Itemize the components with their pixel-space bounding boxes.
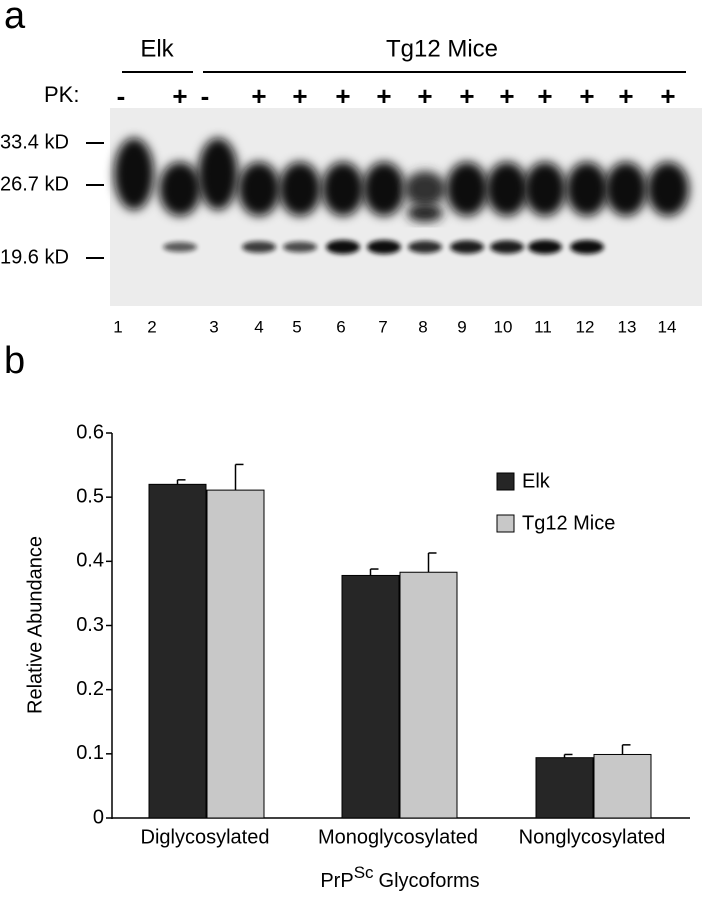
blot-image	[110, 108, 702, 306]
band	[490, 240, 524, 254]
bar	[206, 489, 265, 819]
pk-sign: +	[292, 81, 307, 111]
band	[163, 242, 197, 252]
lane-number: 11	[534, 317, 552, 336]
group-label: Elk	[140, 35, 174, 62]
x-tick-label: Monoglycosylated	[318, 826, 478, 848]
pk-sign: +	[417, 81, 432, 111]
legend-swatch	[496, 514, 515, 533]
band	[450, 240, 484, 254]
lane-number: 4	[254, 317, 263, 336]
x-label-sup: Sc	[354, 863, 374, 882]
legend-label: Tg12 Mice	[522, 512, 615, 534]
pk-sign: +	[459, 81, 474, 111]
error-bar	[234, 463, 244, 491]
lane-number: 6	[336, 317, 345, 336]
pk-sign: +	[376, 81, 391, 111]
pk-sign: +	[618, 81, 633, 111]
band	[238, 162, 280, 216]
band	[279, 162, 321, 216]
lane-number: 14	[658, 317, 677, 336]
lane-number: 12	[576, 317, 595, 336]
band	[605, 162, 647, 216]
pk-sign: +	[251, 81, 266, 111]
band	[566, 162, 608, 216]
error-bar	[427, 552, 437, 573]
x-axis-label: PrPSc Glycoforms	[320, 863, 479, 892]
group-label: Tg12 Mice	[386, 35, 498, 62]
panel-label: b	[4, 340, 25, 382]
blot-labels: - 1 +2 - 3 +4 +5 +6 +7 +8 +9 +10 +11 +12 +13 +14 33.4 kD…	[0, 81, 676, 337]
x-tick-label: Nonglycosylated	[519, 826, 666, 848]
lane-number: 9	[457, 317, 466, 336]
marker-label: 33.4 kD	[0, 131, 69, 153]
pk-label: PK:	[44, 82, 79, 107]
band	[528, 240, 562, 254]
lane-number: 13	[618, 317, 637, 336]
band	[446, 162, 488, 216]
error-bar	[563, 753, 573, 758]
band	[524, 162, 566, 216]
y-tick-label: 0.2	[76, 678, 104, 700]
bar	[535, 757, 594, 819]
bar	[148, 483, 207, 819]
y-tick-label: 0.6	[76, 421, 104, 443]
error-bar	[621, 744, 631, 755]
band	[647, 162, 689, 216]
y-tick-label: 0.5	[76, 485, 104, 507]
x-label-part: Glycoforms	[379, 870, 480, 892]
pk-sign: +	[579, 81, 594, 111]
band	[570, 240, 604, 254]
marker-label: 26.7 kD	[0, 173, 69, 195]
band	[322, 162, 364, 216]
bar	[399, 571, 458, 819]
lane-number: 5	[292, 317, 301, 336]
pk-sign: +	[499, 81, 514, 111]
band	[363, 162, 405, 216]
pk-sign: -	[117, 81, 126, 111]
pk-sign: +	[537, 81, 552, 111]
band	[159, 162, 201, 216]
bands	[114, 138, 689, 254]
lane-number: 8	[418, 317, 427, 336]
marker-label: 19.6 kD	[0, 246, 69, 268]
pk-sign: +	[335, 81, 350, 111]
band	[486, 162, 528, 216]
band	[408, 240, 442, 254]
lane-number: 1	[113, 317, 122, 336]
band	[114, 138, 154, 210]
bar	[593, 753, 652, 819]
band	[283, 241, 317, 253]
band	[407, 204, 443, 222]
band	[326, 240, 360, 254]
lane-number: 7	[378, 317, 387, 336]
pk-sign: -	[201, 81, 210, 111]
band	[404, 171, 446, 207]
band	[242, 241, 276, 253]
y-tick-label: 0.4	[76, 550, 104, 572]
band	[367, 240, 401, 254]
error-bar	[369, 568, 379, 576]
error-bar	[176, 479, 186, 485]
lane-number: 10	[494, 317, 513, 336]
y-tick-label: 0	[93, 806, 104, 828]
y-tick-label: 0.3	[76, 614, 104, 636]
y-axis-label: Relative Abundance	[24, 536, 46, 714]
legend-label: Elk	[522, 470, 551, 492]
pk-sign: +	[172, 81, 187, 111]
lane-number: 3	[209, 317, 218, 336]
x-tick-label: Diglycosylated	[141, 826, 270, 848]
legend-swatch	[496, 472, 515, 491]
y-tick-label: 0.1	[76, 742, 104, 764]
panel-label: a	[4, 0, 26, 37]
lane-number: 2	[147, 317, 156, 336]
band	[198, 138, 238, 210]
x-label-part: PrP	[320, 870, 353, 892]
bar	[341, 574, 400, 819]
pk-sign: +	[660, 81, 675, 111]
